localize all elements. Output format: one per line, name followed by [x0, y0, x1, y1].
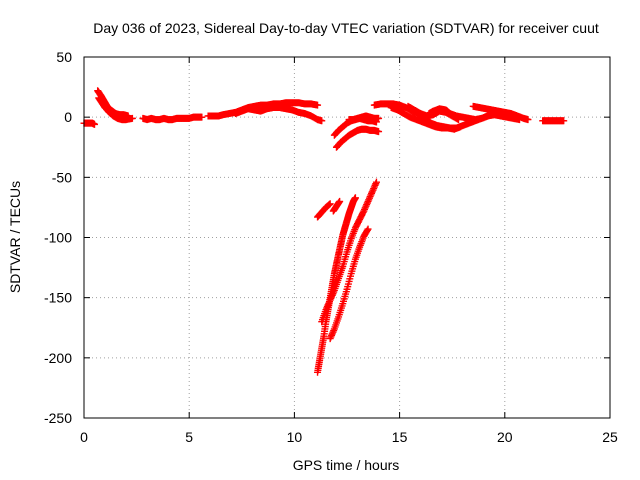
data-point-marker [329, 290, 337, 298]
series-track-mid-3 [345, 112, 383, 124]
series-track-start [80, 119, 99, 128]
data-point-marker [370, 183, 378, 191]
data-point-marker [364, 197, 372, 205]
series-track-dip-3 [326, 225, 372, 343]
data-point-marker [369, 186, 377, 194]
data-point-marker [330, 288, 338, 296]
data-point-marker [560, 117, 568, 125]
plot-frame [83, 56, 611, 419]
data-point-marker [328, 291, 336, 299]
x-tick-label: 5 [185, 429, 193, 445]
data-point-marker [326, 296, 334, 304]
data-point-marker [370, 185, 378, 193]
series-track-end [539, 117, 568, 125]
data-point-marker [372, 178, 380, 186]
data-point-marker [367, 191, 375, 199]
data-point-marker [368, 189, 376, 197]
data-point-marker [326, 335, 334, 343]
data-point-marker [336, 197, 344, 205]
series-track-early-spike-b [95, 94, 136, 124]
data-point-marker [351, 194, 359, 202]
data-point-marker [361, 205, 369, 213]
data-point-marker [363, 199, 371, 207]
series-track-dip-fragment-2 [329, 197, 344, 215]
data-point-marker [324, 301, 332, 309]
x-axis-label: GPS time / hours [293, 457, 400, 473]
series-track-right-5 [469, 102, 532, 124]
data-point-marker [363, 201, 371, 209]
series-track-dip-2 [318, 178, 380, 326]
y-tick-label: -100 [44, 230, 72, 246]
y-tick-label: -150 [44, 290, 72, 306]
data-point-marker [128, 114, 136, 122]
data-point-marker [364, 225, 372, 233]
y-tick-label: -200 [44, 350, 72, 366]
y-tick-label: -250 [44, 410, 72, 426]
data-point-marker [363, 226, 371, 234]
data-point-marker [328, 330, 336, 338]
data-point-marker [371, 181, 379, 189]
data-point-marker [366, 193, 374, 201]
data-point-marker [198, 113, 206, 121]
grid-layer [84, 57, 610, 418]
data-point-marker [328, 293, 336, 301]
y-tick-label: -50 [52, 169, 72, 185]
data-point-marker [325, 299, 333, 307]
x-tick-label: 15 [392, 429, 408, 445]
x-tick-label: 25 [602, 429, 618, 445]
data-point-marker [322, 306, 330, 314]
data-point-marker [318, 117, 326, 125]
data-point-marker [325, 298, 333, 306]
series-track-flat-1 [139, 113, 206, 124]
series-track-right-2 [387, 104, 465, 133]
series-track-mid-2 [332, 125, 383, 151]
x-tick-label: 0 [80, 429, 88, 445]
axis-layer: 0 5 10 15 20 25 50 0 -50 -100 -150 -200 -250 [44, 49, 618, 445]
data-point-marker [457, 123, 465, 131]
data-point-marker [361, 204, 369, 212]
data-point-marker [327, 294, 335, 302]
data-point-marker [524, 116, 532, 124]
data-point-marker [327, 333, 335, 341]
data-point-marker [368, 188, 376, 196]
data-point-marker [328, 331, 336, 339]
y-axis-label: SDTVAR / TECUs [7, 181, 23, 293]
data-point-marker [375, 128, 383, 136]
data-point-marker [314, 101, 322, 109]
data-point-marker [362, 202, 370, 210]
data-point-marker [91, 120, 99, 128]
y-tick-label: 0 [64, 109, 72, 125]
y-tick-label: 50 [56, 49, 72, 65]
data-point-marker [375, 114, 383, 122]
data-point-marker [323, 302, 331, 310]
data-point-marker [323, 304, 331, 312]
data-point-marker [330, 327, 338, 335]
data-point-marker [365, 194, 373, 202]
series-track-rise-b [231, 104, 326, 125]
x-tick-label: 20 [497, 429, 513, 445]
chart-title: Day 036 of 2023, Sidereal Day-to-day VTE… [93, 20, 599, 36]
data-point-marker [326, 200, 334, 208]
data-point-marker [329, 328, 337, 336]
data-point-marker [365, 196, 373, 204]
data-point-marker [372, 180, 380, 188]
series-track-dip-fragment-1 [314, 200, 334, 221]
data-layer [80, 87, 568, 376]
x-tick-label: 10 [287, 429, 303, 445]
data-point-marker [360, 207, 368, 215]
